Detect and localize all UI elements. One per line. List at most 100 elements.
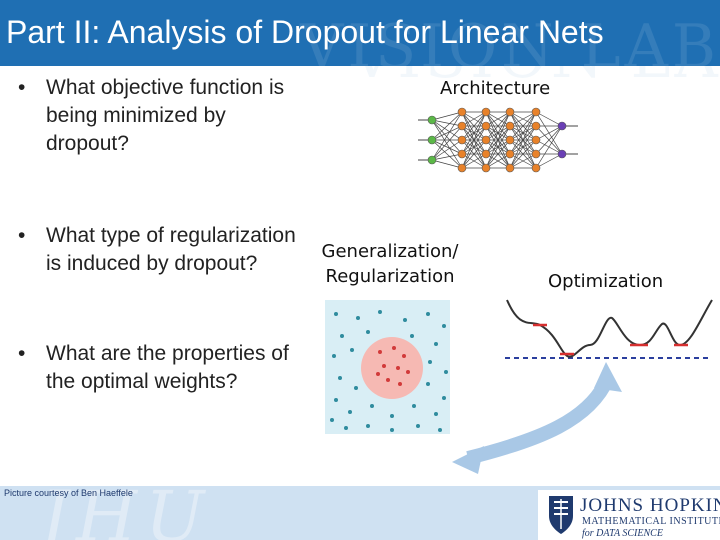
bullet-text: What objective function is being minimiz… [46, 76, 285, 155]
bullet-item: • What type of regularization is induced… [18, 222, 308, 306]
network-node [427, 155, 437, 165]
network-node [505, 121, 515, 131]
scatter-point [378, 310, 382, 314]
network-edge [535, 153, 563, 169]
scatter-point [390, 428, 394, 432]
scatter-point [354, 386, 358, 390]
network-edge [485, 153, 511, 169]
network-edge [535, 125, 563, 169]
generalization-label-line1: Generalization/ [321, 241, 459, 262]
scatter-point [366, 330, 370, 334]
background-watermark: VISION LAB [300, 12, 720, 66]
region-point [376, 372, 380, 376]
network-node [505, 149, 515, 159]
network-edge [485, 111, 511, 127]
network-edge [509, 139, 537, 169]
scatter-point [438, 428, 442, 432]
network-node [557, 149, 567, 159]
network-node [481, 149, 491, 159]
bullet-item: • What are the properties of the optimal… [18, 340, 308, 424]
network-edge [485, 139, 511, 169]
network-edge [431, 119, 463, 155]
optimization-label: Optimization [548, 271, 664, 292]
bullet-marker: • [18, 342, 26, 365]
scatter-point [434, 412, 438, 416]
network-edge [509, 111, 537, 141]
arrow-head-right [594, 362, 622, 392]
network-edge [535, 125, 563, 141]
network-edge [509, 153, 537, 169]
network-node [505, 135, 515, 145]
loss-curve [506, 299, 713, 358]
network-edge [461, 153, 487, 169]
region-point [398, 382, 402, 386]
title-bar: VISION LAB Part II: Analysis of Dropout … [0, 0, 720, 66]
network-node [531, 135, 541, 145]
logo-subtitle-2: for DATA SCIENCE [582, 528, 663, 539]
generalization-label: Generalization/ Regularization [310, 241, 470, 287]
logo-subtitle: MATHEMATICAL INSTITUTE [582, 516, 720, 527]
scatter-point [348, 410, 352, 414]
scatter-point [344, 426, 348, 430]
scatter-point [426, 382, 430, 386]
scatter-point [390, 414, 394, 418]
region-point [386, 378, 390, 382]
bullet-marker: • [18, 76, 26, 99]
scatter-point [444, 370, 448, 374]
network-edge [535, 111, 563, 127]
network-node [531, 163, 541, 173]
network-edge [431, 153, 463, 161]
scatter-point [416, 424, 420, 428]
jhu-shield-icon [549, 496, 573, 534]
scatter-point [338, 376, 342, 380]
network-node [481, 107, 491, 117]
network-edge [431, 111, 463, 141]
scatter-point [442, 396, 446, 400]
architecture-label: Architecture [440, 78, 551, 99]
network-edge [485, 125, 511, 169]
bullet-item: • What objective function is being minim… [18, 74, 308, 186]
logo-title: JOHNS HOPKINS [580, 495, 720, 516]
network-edge [535, 125, 563, 155]
network-edge [509, 125, 537, 169]
scatter-point [442, 324, 446, 328]
network-edge [485, 111, 511, 141]
picture-credit: Picture courtesy of Ben Haeffele [4, 488, 133, 498]
scatter-point [370, 404, 374, 408]
network-node [457, 149, 467, 159]
network-edge [509, 111, 537, 169]
scatter-point [403, 318, 407, 322]
network-node [457, 121, 467, 131]
network-node [481, 121, 491, 131]
network-edge [431, 111, 463, 161]
region-point [406, 370, 410, 374]
scatter-point [350, 348, 354, 352]
scatter-point [426, 312, 430, 316]
arrow-head-left [452, 446, 484, 474]
scatter-point [332, 354, 336, 358]
bullet-text: What type of regularization is induced b… [46, 224, 296, 275]
network-edge [431, 111, 463, 121]
network-node [505, 107, 515, 117]
network-edge [461, 111, 487, 127]
network-node [457, 163, 467, 173]
network-edge [431, 125, 463, 161]
region-point [378, 350, 382, 354]
scatter-point [330, 418, 334, 422]
network-edge [431, 119, 463, 127]
region-point [402, 354, 406, 358]
scatter-point [340, 334, 344, 338]
scatter-point [428, 360, 432, 364]
network-node [481, 135, 491, 145]
region-point [382, 364, 386, 368]
network-node [427, 115, 437, 125]
network-edge [461, 111, 487, 141]
network-edge [461, 111, 487, 169]
network-edge [485, 111, 511, 155]
network-node [481, 163, 491, 173]
bullet-marker: • [18, 224, 26, 247]
network-edge [431, 119, 463, 141]
region-point [396, 366, 400, 370]
scatter-point [434, 342, 438, 346]
scatter-point [410, 334, 414, 338]
